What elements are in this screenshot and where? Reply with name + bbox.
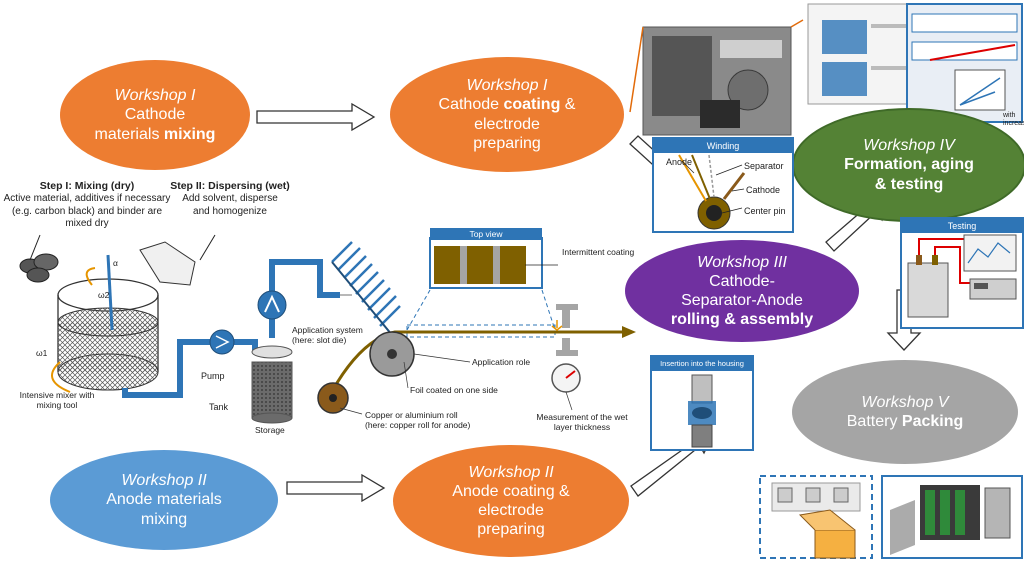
workshop-text: Anode coating & [452,482,570,500]
workshop-5-packing: Workshop V Battery Packing [792,360,1018,464]
wet-layer-label: Measurement of the wet layer thickness [532,412,632,432]
mixer-label-line: mixing tool [36,400,78,411]
workshop-text-bold: rolling & assembly [670,311,814,329]
workshop-1-materials-mixing: Workshop I Cathode materials mixing [60,60,250,170]
storage-tank [251,361,293,419]
top-view-title: Top view [430,228,542,240]
wet-line: layer thickness [553,422,611,433]
step-line: (e.g. carbon black) and binder are [11,205,163,217]
testing-drawing [907,234,1017,318]
tank-label: Tank [209,402,229,412]
center-pin-label: Center pin [744,206,786,216]
workshop-text-bold: mixing [163,125,216,143]
insertion-panel: Insertion into the housing [650,355,754,451]
workshop-text: Anode materials [106,491,222,509]
app-sys-line: Application system [292,325,363,335]
arrow-w1mix-to-w1coat [256,102,376,132]
roll-line: (here: copper roll for anode) [365,420,471,431]
workshop-text: preparing [473,134,541,152]
workshop-text: electrode [478,502,544,519]
roll-line: Copper or aluminium roll [365,410,458,420]
testing-panel: Testing [900,217,1024,329]
workshop-text: , aging [922,156,974,174]
workshop-2-materials-mixing: Workshop II Anode materials mixing [50,450,278,550]
workshop-text: materials [94,125,164,143]
step-line: Add solvent, disperse [182,193,278,205]
workshop-text-bold: Formation [844,156,923,174]
workshop-text: & [560,96,576,114]
workshop-4-formation: Workshop IV Formation, aging & testing [792,108,1024,222]
cathode-label: Cathode [746,185,781,195]
wet-line: Measurement of the wet [536,412,628,422]
mixer-label-line: Intensive mixer with [19,390,95,400]
workshop-text: Separator-Anode [681,292,803,309]
step-heading: Step II: Dispersing (wet) [170,180,290,192]
app-sys-line: (here: slot die) [292,335,347,346]
workshop-text: Battery [846,413,902,430]
step-line: and homogenize [193,205,267,217]
foil-coated-label: Foil coated on one side [410,385,498,395]
winding-title: Winding [654,139,792,153]
workshop-text: electrode [474,115,540,133]
aging-caption: with increasing [1003,112,1024,128]
workshop-title: Workshop I [466,77,548,95]
workshop-text: Cathode- [709,272,775,290]
workshop-title: Workshop III [697,253,787,271]
workshop-text-bold: coating [503,96,561,114]
workshop-title: Workshop II [121,472,207,490]
step-heading: Step I: Mixing (dry) [39,180,135,192]
alpha-label: α [113,258,118,268]
omega-label: ω2 [98,290,110,300]
omega-label: ω1 [36,348,48,358]
mixer-label: Intensive mixer with mixing tool [2,390,112,410]
insertion-title: Insertion into the housing [652,357,752,371]
workshop-text: preparing [477,521,545,539]
workshop-text: mixing [140,510,188,528]
pipe-mixer-to-pump [122,339,210,398]
pump-label: Pump [201,371,225,381]
workshop-text-bold: & testing [874,175,944,193]
workshop-3-rolling-assembly: Workshop III Cathode- Separator-Anode ro… [625,240,859,342]
anode-label: Anode [666,157,693,167]
workshop-1-coating: Workshop I Cathode coating & electrode p… [390,57,624,172]
application-system-label: Application system (here: slot die) [292,325,363,345]
winding-drawing [678,154,746,230]
step-1-text: Step I: Mixing (dry) Active material, ad… [2,180,172,231]
pipe-storage-to-die [269,259,340,338]
insertion-drawing [688,374,716,448]
pump-symbol [209,329,235,355]
workshop-title: Workshop II [468,463,554,481]
workshop-2-coating: Workshop II Anode coating & electrode pr… [393,445,629,557]
application-role-label: Application role [472,357,531,367]
workshop-text: Cathode [438,96,504,114]
separator-label: Separator [744,161,784,171]
step-line: Active material, additives if necessary [3,193,171,205]
arrow-w2mix-to-w2coat [286,473,386,503]
winding-panel: Winding Anode Separator Cathode Center p… [652,137,794,233]
step-2-text: Step II: Dispersing (wet) Add solvent, d… [165,180,295,218]
workshop-text: Cathode [124,106,186,124]
storage-label: Storage [255,425,285,435]
workshop-title: Workshop V [861,393,949,411]
workshop-text-bold: Packing [901,413,964,430]
copper-roll-label: Copper or aluminium roll (here: copper r… [365,410,470,430]
intermittent-coating-label: Intermittent coating [562,247,635,257]
pipe-pump-to-storage [233,339,258,350]
step-line: mixed dry [65,218,109,230]
workshop-title: Workshop I [114,87,196,105]
workshop-title: Workshop IV [863,137,955,155]
testing-title: Testing [902,219,1022,233]
